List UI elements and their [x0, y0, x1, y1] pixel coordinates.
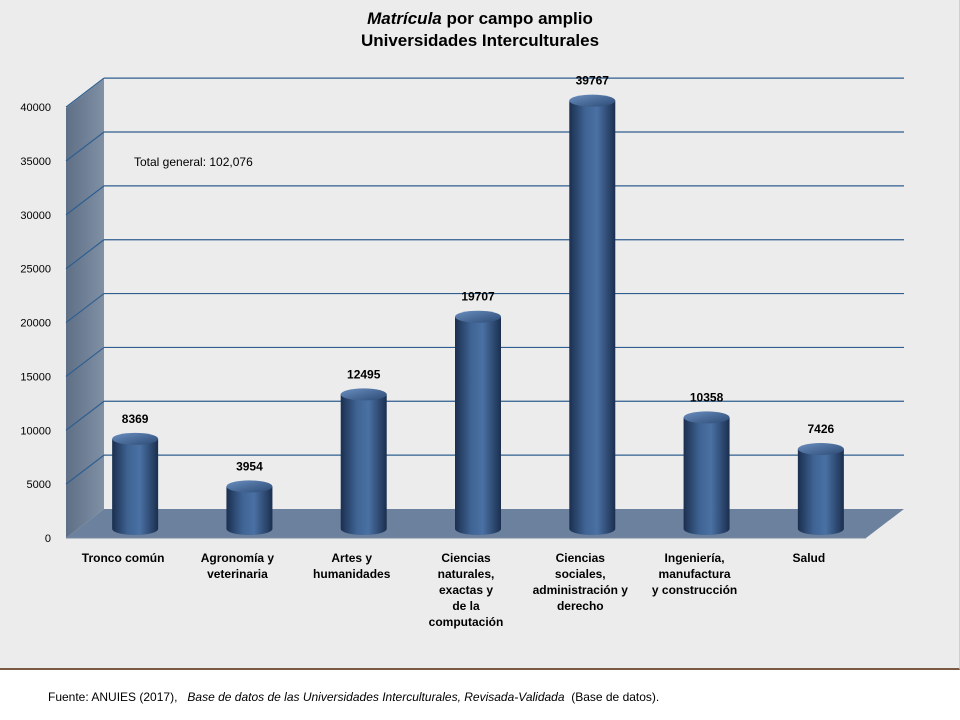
y-tick-label: 5000 [27, 479, 51, 491]
bar [112, 432, 159, 535]
y-tick-label: 0 [45, 533, 51, 545]
title-italic: Matrícula [367, 9, 442, 28]
bar-body [455, 316, 501, 535]
data-label: 8369 [122, 412, 149, 426]
y-tick-label: 40000 [20, 102, 51, 114]
chart-title: Matrícula por campo amplio [367, 9, 593, 28]
gridline-side [65, 293, 105, 324]
gridline-side [65, 131, 105, 162]
source-prefix: Fuente: ANUIES (2017), [48, 690, 178, 704]
data-label: 3954 [236, 459, 263, 473]
y-tick-label: 10000 [20, 425, 51, 437]
bar-cap [797, 443, 844, 456]
category-label-line: y construcción [652, 583, 737, 597]
category-label-line: Ciencias [556, 551, 606, 565]
category-label-line: administración y [533, 583, 629, 597]
chart-frame: Matrícula por campo amplio Universidades… [0, 0, 960, 670]
category-label-line: naturales, [438, 567, 495, 581]
gridline-side [65, 454, 105, 485]
bar-body [226, 486, 273, 535]
category-label-line: de la [452, 599, 480, 613]
title-rest: por campo amplio [442, 9, 593, 28]
category-label-line: veterinaria [207, 567, 268, 581]
bar [455, 310, 501, 535]
category-label-line: Artes y [331, 551, 372, 565]
gridline-side [65, 346, 105, 377]
category-label-line: exactas y [439, 583, 493, 597]
source-note: Fuente: ANUIES (2017), Base de datos de … [48, 690, 659, 704]
category-label-line: derecho [557, 599, 604, 613]
bar-body [683, 417, 730, 535]
bar [226, 480, 273, 535]
gridline-side [65, 239, 105, 270]
gridline-side [65, 400, 105, 431]
category-label-line: manufactura [659, 567, 731, 581]
category-label: Tronco común [82, 551, 165, 565]
source-suffix: (Base de datos). [571, 690, 660, 704]
category-label: Salud [793, 551, 826, 565]
gridlines [65, 77, 904, 485]
total-annotation: Total general: 102,076 [134, 155, 253, 169]
y-axis-ticks: 0 5000 10000 15000 20000 25000 30000 35000 40000 [20, 102, 51, 545]
bar-cap [569, 94, 616, 107]
category-label-line: Tronco común [82, 551, 165, 565]
bar-cap [683, 411, 730, 424]
category-label: Agronomía y veterinaria [201, 551, 275, 581]
bar-chart: Matrícula por campo amplio Universidades… [20, 9, 904, 629]
category-label: Artes y humanidades [313, 551, 391, 581]
bar-body [340, 394, 387, 535]
category-label-line: sociales, [555, 567, 606, 581]
data-label: 39767 [576, 74, 610, 88]
data-label: 7426 [808, 422, 835, 436]
bar [797, 443, 844, 535]
gridline-side [65, 185, 105, 216]
category-label-line: humanidades [313, 567, 391, 581]
data-label: 10358 [690, 390, 724, 404]
category-label: Ciencias sociales, administración y derecho [533, 551, 629, 613]
category-label-line: Ciencias [441, 551, 491, 565]
bar [340, 388, 387, 535]
bar-cap [340, 388, 387, 401]
data-labels: 8369 3954 12495 19707 39767 10358 7426 [122, 74, 835, 474]
data-label: 19707 [461, 290, 495, 304]
y-tick-label: 35000 [20, 156, 51, 168]
y-tick-label: 15000 [20, 371, 51, 383]
y-tick-label: 30000 [20, 210, 51, 222]
bar-cap [455, 310, 501, 323]
bar-body [797, 449, 844, 535]
source-italic: Base de datos de las Universidades Inter… [187, 690, 565, 704]
data-label: 12495 [347, 367, 381, 381]
category-label-line: computación [429, 615, 504, 629]
bar-body [112, 438, 159, 535]
category-label: Ingeniería, manufactura y construcción [652, 551, 737, 597]
bar-body [569, 100, 616, 536]
bar [569, 94, 616, 536]
category-label-line: Agronomía y [201, 551, 275, 565]
category-label-line: Salud [793, 551, 826, 565]
category-label-line: Ingeniería, [665, 551, 725, 565]
bar-cap [112, 432, 159, 445]
category-label: Ciencias naturales, exactas y de la computac… [429, 551, 504, 629]
y-tick-label: 25000 [20, 264, 51, 276]
bar-cap [226, 480, 273, 493]
y-tick-label: 20000 [20, 318, 51, 330]
category-labels: Tronco común Agronomía y veterinaria Artes … [82, 551, 825, 629]
chart-subtitle: Universidades Interculturales [361, 31, 599, 50]
bars [112, 94, 844, 536]
gridline-side [65, 77, 105, 108]
bar [683, 411, 730, 535]
